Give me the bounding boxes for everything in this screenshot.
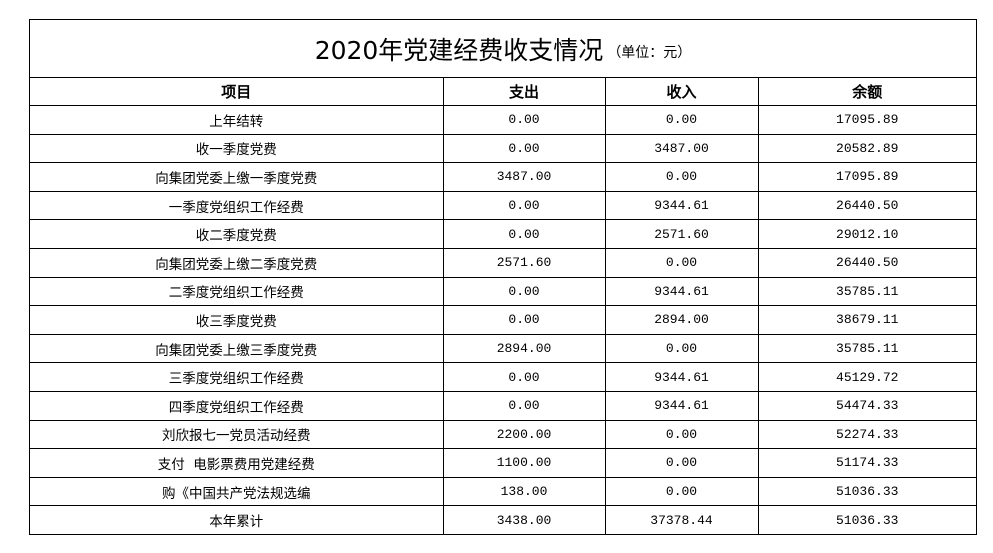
balance-cell: 38679.11 (757, 305, 976, 335)
expense-cell: 3438.00 (442, 505, 606, 535)
expense-cell: 0.00 (442, 190, 606, 221)
table-row: 二季度党组织工作经费 0.00 9344.61 35785.11 (30, 276, 976, 307)
header-income: 收入 (604, 78, 759, 106)
item-cell: 向集团党委上缴二季度党费 (30, 247, 444, 278)
balance-cell: 51036.33 (757, 505, 976, 535)
title-unit: （单位：元） (607, 44, 692, 61)
item-cell: 收三季度党费 (30, 305, 444, 335)
table-row: 向集团党委上缴三季度党费 2894.00 0.00 35785.11 (30, 333, 976, 364)
income-cell: 0.00 (604, 419, 759, 450)
header-row: 项目 支出 收入 余额 (30, 78, 976, 106)
table-row: 本年累计 3438.00 37378.44 51036.33 (30, 505, 976, 535)
table-row: 四季度党组织工作经费 0.00 9344.61 54474.33 (30, 390, 976, 421)
item-cell: 向集团党委上缴一季度党费 (30, 162, 444, 192)
header-item: 项目 (30, 78, 444, 106)
table-row: 向集团党委上缴二季度党费 2571.60 0.00 26440.50 (30, 247, 976, 278)
income-cell: 0.00 (604, 476, 759, 507)
balance-cell: 52274.33 (757, 419, 976, 450)
item-cell: 支付 电影票费用党建经费 (30, 448, 444, 478)
table-row: 向集团党委上缴一季度党费 3487.00 0.00 17095.89 (30, 162, 976, 192)
expense-cell: 1100.00 (442, 448, 606, 478)
income-cell: 2571.60 (604, 219, 759, 249)
expense-cell: 0.00 (442, 305, 606, 335)
balance-cell: 17095.89 (757, 162, 976, 192)
expense-cell: 2571.60 (442, 247, 606, 278)
item-cell: 刘欣报七一党员活动经费 (30, 419, 444, 450)
header-expense: 支出 (442, 78, 606, 106)
table-row: 上年结转 0.00 0.00 17095.89 (30, 105, 976, 135)
expense-cell: 0.00 (442, 133, 606, 164)
item-cell: 三季度党组织工作经费 (30, 362, 444, 392)
item-cell: 二季度党组织工作经费 (30, 276, 444, 307)
item-cell: 收一季度党费 (30, 133, 444, 164)
income-cell: 9344.61 (604, 190, 759, 221)
table-row: 支付 电影票费用党建经费 1100.00 0.00 51174.33 (30, 448, 976, 478)
balance-cell: 26440.50 (757, 190, 976, 221)
item-cell: 一季度党组织工作经费 (30, 190, 444, 221)
table-row: 购《中国共产党法规选编 138.00 0.00 51036.33 (30, 476, 976, 507)
income-cell: 2894.00 (604, 305, 759, 335)
income-cell: 0.00 (604, 247, 759, 278)
expense-cell: 2200.00 (442, 419, 606, 450)
balance-cell: 54474.33 (757, 390, 976, 421)
item-cell: 上年结转 (30, 105, 444, 135)
expense-cell: 3487.00 (442, 162, 606, 192)
item-cell: 收二季度党费 (30, 219, 444, 249)
balance-cell: 51036.33 (757, 476, 976, 507)
balance-cell: 17095.89 (757, 105, 976, 135)
item-cell: 本年累计 (30, 505, 444, 535)
income-cell: 0.00 (604, 162, 759, 192)
expense-cell: 0.00 (442, 390, 606, 421)
table-row: 收三季度党费 0.00 2894.00 38679.11 (30, 305, 976, 335)
expense-cell: 0.00 (442, 105, 606, 135)
income-cell: 3487.00 (604, 133, 759, 164)
expense-cell: 2894.00 (442, 333, 606, 364)
balance-cell: 35785.11 (757, 276, 976, 307)
expense-cell: 0.00 (442, 219, 606, 249)
balance-cell: 35785.11 (757, 333, 976, 364)
expense-cell: 0.00 (442, 362, 606, 392)
title-main: 2020年党建经费收支情况 (314, 35, 604, 65)
sheet-title: 2020年党建经费收支情况 （单位：元） (30, 20, 976, 78)
table-row: 一季度党组织工作经费 0.00 9344.61 26440.50 (30, 190, 976, 221)
income-cell: 37378.44 (604, 505, 759, 535)
table-row: 收二季度党费 0.00 2571.60 29012.10 (30, 219, 976, 249)
balance-cell: 20582.89 (757, 133, 976, 164)
table-row: 三季度党组织工作经费 0.00 9344.61 45129.72 (30, 362, 976, 392)
income-cell: 9344.61 (604, 362, 759, 392)
table-row: 收一季度党费 0.00 3487.00 20582.89 (30, 133, 976, 164)
income-cell: 0.00 (604, 448, 759, 478)
income-cell: 9344.61 (604, 276, 759, 307)
income-cell: 0.00 (604, 105, 759, 135)
balance-cell: 26440.50 (757, 247, 976, 278)
expense-cell: 138.00 (442, 476, 606, 507)
item-cell: 四季度党组织工作经费 (30, 390, 444, 421)
table-row: 刘欣报七一党员活动经费 2200.00 0.00 52274.33 (30, 419, 976, 450)
item-cell: 购《中国共产党法规选编 (30, 476, 444, 507)
income-cell: 0.00 (604, 333, 759, 364)
balance-cell: 51174.33 (757, 448, 976, 478)
balance-cell: 29012.10 (757, 219, 976, 249)
item-cell: 向集团党委上缴三季度党费 (30, 333, 444, 364)
ledger-table: 项目 支出 收入 余额 上年结转 0.00 0.00 17095.89 收一季度党费 0.… (30, 78, 976, 535)
balance-cell: 45129.72 (757, 362, 976, 392)
header-balance: 余额 (757, 78, 976, 106)
income-cell: 9344.61 (604, 390, 759, 421)
expense-cell: 0.00 (442, 276, 606, 307)
expense-sheet: 2020年党建经费收支情况 （单位：元） 项目 支出 收入 余额 上年结转 0.0… (29, 19, 977, 535)
